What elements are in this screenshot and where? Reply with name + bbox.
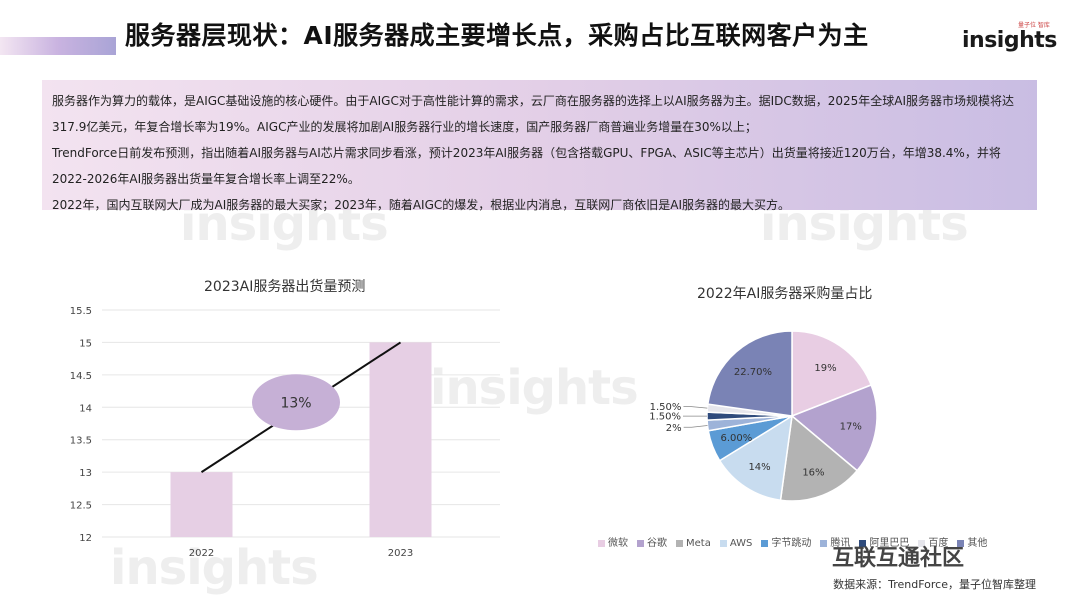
legend-item: 腾讯 <box>820 538 850 549</box>
summary-box: 服务器作为算力的载体，是AIGC基础设施的核心硬件。由于AIGC对于高性能计算的… <box>42 80 1037 212</box>
y-tick-label: 13.5 <box>70 436 92 447</box>
legend-swatch <box>637 539 644 547</box>
pie-label: 19% <box>814 363 836 374</box>
legend-item: Meta <box>676 538 711 549</box>
pie-chart-title: 2022年AI服务器采购量占比 <box>697 286 873 302</box>
legend-label: 微软 <box>608 538 628 549</box>
pie-legend: 微软 谷歌 Meta AWS 字节跳动 腾讯 阿里巴巴 百度 其他 <box>598 534 996 549</box>
legend-label: Meta <box>686 538 711 549</box>
growth-ellipse <box>252 374 340 431</box>
legend-swatch <box>918 539 926 547</box>
pie-label: 1.50% <box>650 402 682 413</box>
legend-item: 微软 <box>598 538 628 549</box>
legend-item: AWS <box>719 538 753 549</box>
legend-label: 谷歌 <box>647 538 667 549</box>
y-tick-label: 12 <box>79 533 92 544</box>
legend-swatch <box>957 539 965 547</box>
pie-slice-AWS <box>718 414 793 502</box>
legend-label: 阿里巴巴 <box>869 538 910 549</box>
legend-item: 谷歌 <box>637 538 667 549</box>
pie-label: 2% <box>666 423 682 434</box>
bar-2023 <box>369 342 432 537</box>
summary-paragraph-1: 服务器作为算力的载体，是AIGC基础设施的核心硬件。由于AIGC对于高性能计算的… <box>52 94 1015 134</box>
legend-item: 百度 <box>918 538 948 549</box>
legend-swatch <box>719 539 727 547</box>
y-tick-label: 13 <box>79 468 92 479</box>
pie-label: 22.70% <box>734 367 772 378</box>
legend-label: 腾讯 <box>830 538 851 549</box>
pie-slice-微软 <box>791 330 873 418</box>
bar-chart: 12 12.5 13 13.5 14 14.5 15 15.5 2022 2023 13% <box>70 306 500 559</box>
y-tick-label: 12.5 <box>70 501 92 512</box>
legend-item: 其他 <box>957 538 987 549</box>
pie-label: 16% <box>802 468 824 479</box>
pie-label: 14% <box>748 462 770 473</box>
pie-label: 17% <box>840 422 862 433</box>
growth-label: 13% <box>280 395 311 411</box>
pie-slice-Meta <box>779 414 859 502</box>
legend-swatch <box>676 539 683 547</box>
y-tick-label: 14 <box>79 403 92 414</box>
bar-chart-title: 2023AI服务器出货量预测 <box>204 279 366 295</box>
pie-leader-line <box>683 406 708 409</box>
legend-item: 字节跳动 <box>761 538 811 549</box>
summary-paragraph-3: 2022年，国内互联网大厂成为AI服务器的最大买家；2023年，随着AIGC的爆… <box>52 198 791 212</box>
data-source: 数据来源：TrendForce，量子位智库整理 <box>833 578 1036 591</box>
legend-label: 字节跳动 <box>771 538 812 549</box>
legend-label: 其他 <box>967 538 988 549</box>
brand-small-text: 量子位 智库 <box>1018 22 1050 29</box>
legend-swatch <box>761 539 769 547</box>
pie-label: 6.00% <box>721 433 753 444</box>
pie-slice-谷歌 <box>790 384 878 472</box>
summary-paragraph-2: TrendForce日前发布预测，指出随着AI服务器与AI芯片需求同步看涨，预计… <box>52 146 1001 186</box>
brand-logo: 量子位 智库 insights <box>962 20 1072 60</box>
x-tick-label: 2022 <box>189 548 214 559</box>
y-tick-label: 14.5 <box>70 371 92 382</box>
page-title: 服务器层现状：AI服务器成主要增长点，采购占比互联网客户为主 <box>125 21 869 50</box>
x-tick-label: 2023 <box>388 548 413 559</box>
legend-item: 阿里巴巴 <box>859 538 909 549</box>
pie-chart: 19%17%16%14%6.00%2%1.50%1.50%22.70% <box>649 330 878 502</box>
title-accent-bar <box>0 37 116 55</box>
y-tick-label: 15.5 <box>70 306 92 317</box>
legend-label: 百度 <box>928 538 949 549</box>
pie-slice-其他 <box>706 330 793 417</box>
brand-main-text: insights <box>962 28 1057 53</box>
legend-swatch <box>859 539 867 547</box>
pie-leader-line <box>683 425 708 428</box>
legend-label: AWS <box>729 538 753 549</box>
community-watermark: 互联互通社区 <box>832 546 965 571</box>
legend-swatch <box>820 539 828 547</box>
pie-label: 1.50% <box>649 412 681 423</box>
legend-swatch <box>598 539 605 547</box>
bar-2022 <box>170 472 233 537</box>
y-tick-label: 15 <box>79 338 92 349</box>
